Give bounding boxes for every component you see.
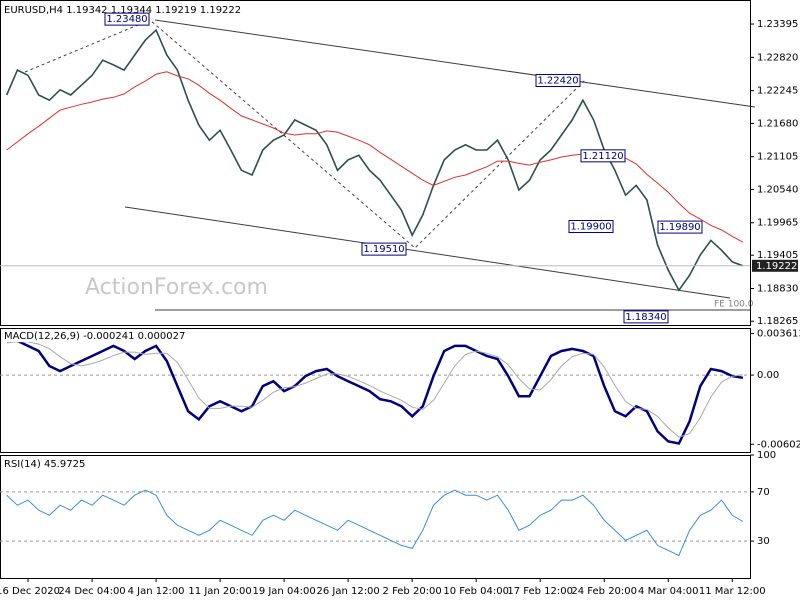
y-tick-label: 1.20540	[757, 184, 798, 195]
x-tick-label: 4 Mar 04:00	[638, 586, 698, 597]
last-price-box	[752, 259, 798, 272]
y-tick-label: -0.006026	[757, 439, 800, 450]
x-tick-label: 10 Feb 04:00	[443, 586, 509, 597]
zigzag	[24, 19, 586, 249]
y-tick-label: 1.21105	[757, 152, 798, 163]
price-label-box	[568, 220, 614, 234]
price-label: 1.21120	[582, 151, 623, 162]
y-tick-label: 1.18830	[757, 284, 798, 295]
title-bg	[2, 330, 188, 342]
y-tick-label: 1.19965	[757, 218, 798, 229]
main-panel	[0, 0, 751, 326]
price-label: 1.19890	[659, 222, 700, 233]
y-tick-label: 1.23395	[757, 19, 798, 30]
panel-title: MACD(12,26,9) -0.000241 0.000027	[4, 331, 185, 342]
series-line	[6, 341, 743, 438]
y-tick-label: 1.21680	[757, 118, 798, 129]
price-label-box	[623, 310, 669, 324]
x-tick-label: 24 Dec 04:00	[58, 586, 125, 597]
price-label-box	[535, 74, 581, 88]
x-tick-label: 24 Feb 20:00	[571, 586, 637, 597]
series-line	[6, 339, 744, 445]
x-tick-label: 11 Mar 12:00	[699, 586, 766, 597]
x-tick-label: 11 Jan 20:00	[188, 586, 251, 597]
panel-title: EURUSD,H4 1.19342 1.19344 1.19219 1.1922…	[4, 5, 241, 16]
macd-panel	[0, 328, 751, 453]
price-label: 1.19510	[363, 244, 404, 255]
y-tick-label: 30	[757, 536, 770, 547]
rsi-panel	[0, 455, 751, 579]
watermark: ActionForex.com	[85, 275, 268, 300]
fe-label: FE 100.0	[714, 300, 754, 310]
price-label: 1.19900	[570, 222, 611, 233]
price-label-box	[361, 242, 407, 256]
channel-upper	[154, 19, 756, 108]
price-label: 1.18340	[625, 312, 666, 323]
channel-lower	[124, 206, 731, 299]
price-label-box	[580, 149, 626, 163]
series-line	[5, 28, 744, 292]
last-price-label: 1.19222	[756, 261, 797, 272]
y-tick-label: 1.22820	[757, 52, 798, 63]
series-line	[6, 489, 744, 557]
x-tick-label: 16 Dec 2020	[0, 586, 60, 597]
price-label-box	[657, 220, 703, 234]
x-tick-label: 26 Jan 12:00	[316, 586, 379, 597]
y-tick-label: 1.18265	[757, 316, 798, 327]
x-tick-label: 4 Jan 12:00	[128, 586, 185, 597]
y-tick-label: 70	[757, 487, 770, 498]
price-label: 1.22420	[537, 76, 578, 87]
y-tick-label: 100	[757, 450, 776, 461]
y-tick-label: 0.00	[757, 370, 779, 381]
x-tick-label: 2 Feb 20:00	[383, 586, 442, 597]
y-tick-label: 1.19405	[757, 250, 798, 261]
price-label-box	[104, 12, 150, 26]
title-bg	[2, 458, 88, 470]
y-tick-label: 0.003613	[757, 329, 800, 340]
title-bg	[2, 4, 244, 16]
x-tick-label: 17 Feb 12:00	[507, 586, 573, 597]
panel-title: RSI(14) 45.9725	[4, 459, 85, 470]
y-tick-label: 1.22245	[757, 86, 798, 97]
price-label: 1.23480	[106, 14, 147, 25]
x-tick-label: 19 Jan 04:00	[252, 586, 315, 597]
